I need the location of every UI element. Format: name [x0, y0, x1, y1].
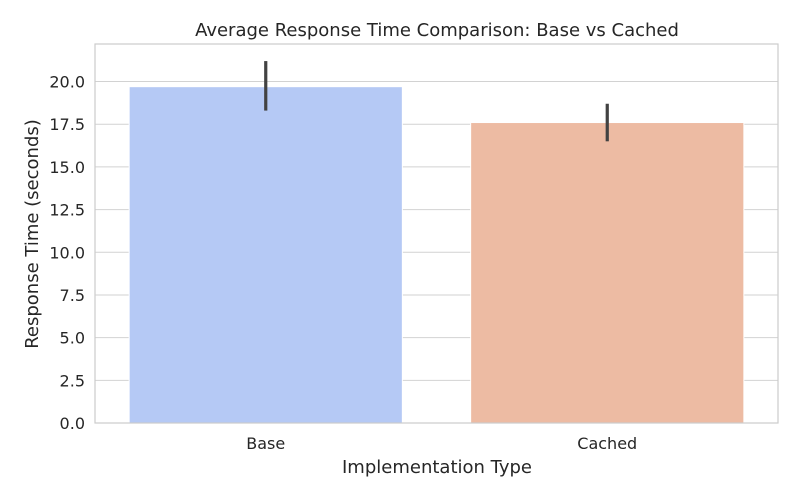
y-tick-label: 2.5: [60, 371, 85, 390]
x-tick-label: Cached: [577, 434, 637, 453]
x-tick-labels: Base Cached: [246, 434, 637, 453]
y-tick-label: 20.0: [49, 73, 85, 92]
bar-cached: [470, 122, 745, 424]
y-tick-label: 7.5: [60, 286, 85, 305]
error-bars: [264, 61, 609, 142]
y-tick-label: 12.5: [49, 201, 85, 220]
bar-base: [128, 86, 403, 424]
bars: [128, 86, 745, 424]
y-tick-label: 15.0: [49, 158, 85, 177]
chart-title: Average Response Time Comparison: Base v…: [195, 20, 679, 41]
x-axis-label: Implementation Type: [342, 457, 532, 478]
y-tick-labels: 0.0 2.5 5.0 7.5 10.0 12.5 15.0 17.5 20.0: [49, 73, 85, 433]
y-tick-label: 5.0: [60, 329, 85, 348]
y-tick-label: 17.5: [49, 115, 85, 134]
plot-frame: [94, 43, 779, 424]
x-tick-label: Base: [246, 434, 285, 453]
y-axis-label: Response Time (seconds): [22, 119, 43, 349]
y-tick-label: 0.0: [60, 414, 85, 433]
y-tick-label: 10.0: [49, 243, 85, 262]
